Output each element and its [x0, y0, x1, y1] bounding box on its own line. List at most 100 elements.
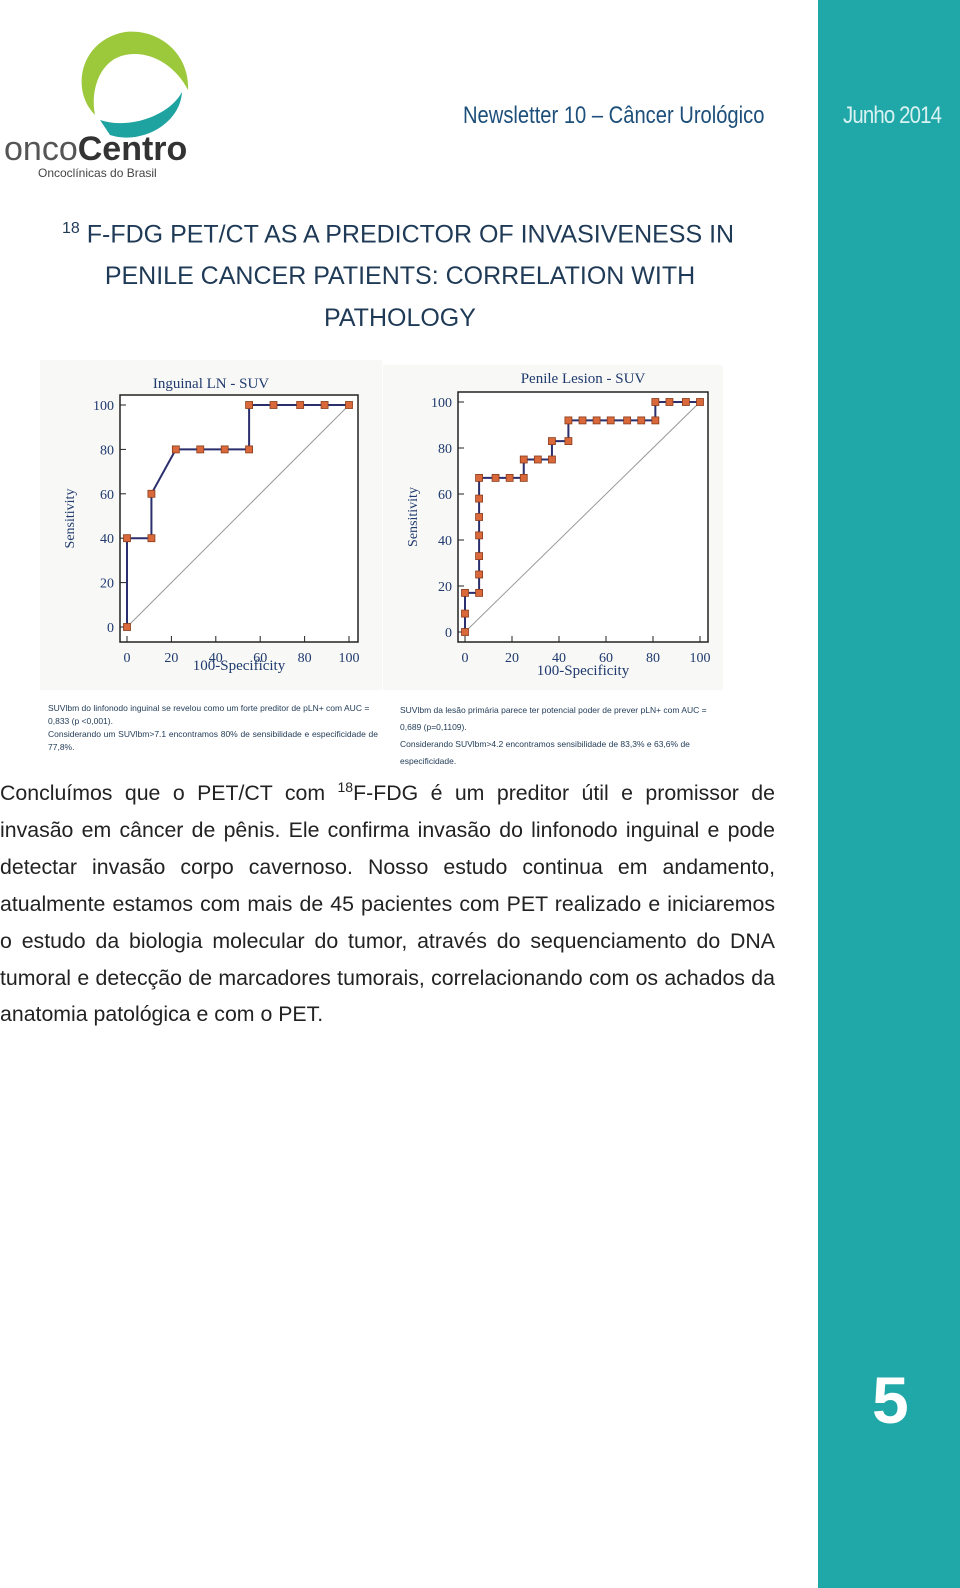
roc-point	[665, 398, 674, 406]
roc-chart: Inguinal LN - SUV 100-Specificity Sensitiv…	[40, 360, 382, 690]
body-text: Concluímos que o PET/CT com	[0, 781, 338, 805]
sidebar	[818, 0, 960, 1588]
y-tick-label: 60	[438, 488, 452, 503]
roc-point	[475, 570, 483, 579]
roc-point	[637, 416, 646, 425]
article-title: 18 F-FDG PET/CT AS A PREDICTOR OF INVASI…	[40, 208, 760, 339]
x-tick-label: 80	[646, 651, 660, 666]
logo-swoosh	[81, 31, 189, 116]
caption: SUVlbm do linfonodo inguinal se revelou …	[48, 702, 378, 754]
x-tick-label: 40	[552, 651, 566, 666]
roc-point	[475, 552, 483, 561]
roc-point	[475, 494, 483, 503]
roc-point	[475, 513, 483, 521]
x-tick-label: 20	[164, 651, 178, 666]
roc-point	[147, 534, 156, 543]
caption-line: Considerando um SUVlbm>7.1 encontramos 8…	[48, 729, 378, 752]
roc-point	[475, 474, 483, 482]
x-tick-label: 0	[462, 651, 469, 666]
roc-point	[123, 534, 131, 543]
logo-text: oncoCentro	[4, 130, 187, 168]
logo-swoosh	[100, 92, 182, 138]
x-tick-label: 60	[599, 651, 613, 666]
y-tick-label: 80	[438, 442, 452, 457]
roc-point	[345, 401, 353, 409]
x-tick-label: 100	[690, 651, 711, 666]
y-tick-label: 60	[100, 488, 114, 503]
roc-point	[245, 401, 254, 409]
roc-point	[696, 398, 704, 406]
roc-point	[296, 401, 305, 409]
title-line: PATHOLOGY	[324, 304, 476, 333]
chart-title: Inguinal LN - SUV	[153, 376, 269, 392]
date: Junho 2014	[843, 102, 942, 129]
roc-point	[519, 455, 528, 464]
roc-point	[123, 623, 131, 631]
roc-point	[623, 416, 632, 425]
roc-point	[651, 416, 660, 425]
superscript: 18	[337, 778, 354, 795]
reference-diagonal	[126, 404, 350, 628]
newsletter-label: Newsletter 10 – Câncer Urológico	[463, 102, 765, 129]
caption-line: SUVlbm da lesão primária parece ter pote…	[400, 705, 707, 732]
x-axis-label: 100-Specificity	[537, 663, 630, 679]
roc-point	[491, 474, 500, 482]
chart-title: Penile Lesion - SUV	[521, 371, 646, 387]
roc-point	[475, 531, 483, 540]
y-tick-label: 40	[438, 534, 452, 549]
logo: oncoCentro Oncoclínicas do Brasil	[4, 31, 189, 180]
roc-point	[681, 398, 690, 406]
roc-point	[592, 416, 601, 425]
x-tick-label: 80	[298, 651, 312, 666]
roc-point	[519, 474, 528, 482]
roc-point	[245, 445, 254, 454]
roc-point	[171, 445, 180, 454]
roc-point	[220, 445, 229, 454]
roc-point	[564, 437, 573, 445]
roc-chart: Penile Lesion - SUV 100-Specificity Sensit…	[383, 365, 723, 690]
roc-point	[606, 416, 615, 425]
roc-point	[505, 474, 514, 482]
x-tick-label: 60	[253, 651, 267, 666]
logo-text: Centro	[78, 130, 188, 168]
y-tick-label: 0	[107, 621, 114, 636]
reference-diagonal	[464, 401, 701, 633]
roc-point	[269, 401, 278, 409]
x-tick-label: 100	[339, 651, 360, 666]
x-tick-label: 0	[124, 651, 131, 666]
roc-point	[548, 437, 556, 445]
logo-text: onco	[4, 130, 78, 168]
roc-point	[564, 416, 573, 425]
caption-line: SUVlbm do linfonodo inguinal se revelou …	[48, 703, 370, 726]
x-axis-label: 100-Specificity	[193, 658, 286, 674]
roc-point	[533, 455, 542, 464]
y-axis-label: Sensitivity	[63, 489, 78, 549]
y-tick-label: 40	[100, 532, 114, 547]
y-tick-label: 100	[431, 396, 452, 411]
title-text: F-FDG PET/CT AS A PREDICTOR OF INVASIVEN…	[86, 220, 735, 249]
roc-point	[461, 628, 469, 636]
y-axis-label: Sensitivity	[406, 487, 421, 547]
roc-point	[461, 609, 469, 618]
page-number: 5	[872, 1363, 909, 1437]
caption: SUVlbm da lesão primária parece ter pote…	[400, 702, 730, 770]
roc-point	[578, 416, 587, 425]
roc-point	[651, 398, 660, 406]
body-paragraph: Concluímos que o PET/CT com 18F-FDG é um…	[0, 775, 775, 1033]
title-line: PENILE CANCER PATIENTS: CORRELATION WITH	[104, 262, 696, 291]
roc-point	[548, 455, 556, 464]
y-tick-label: 20	[100, 577, 114, 592]
logo-subtitle: Oncoclínicas do Brasil	[38, 166, 157, 180]
y-tick-label: 0	[445, 626, 452, 641]
roc-point	[475, 588, 483, 597]
caption-line: Considerando SUVlbm>4.2 encontramos sens…	[400, 739, 690, 766]
y-tick-label: 100	[93, 399, 114, 414]
y-tick-label: 20	[438, 580, 452, 595]
y-tick-label: 80	[100, 443, 114, 458]
x-tick-label: 40	[209, 651, 223, 666]
roc-point	[196, 445, 205, 454]
roc-point	[147, 489, 156, 498]
roc-point	[461, 588, 469, 597]
roc-point	[320, 401, 329, 409]
